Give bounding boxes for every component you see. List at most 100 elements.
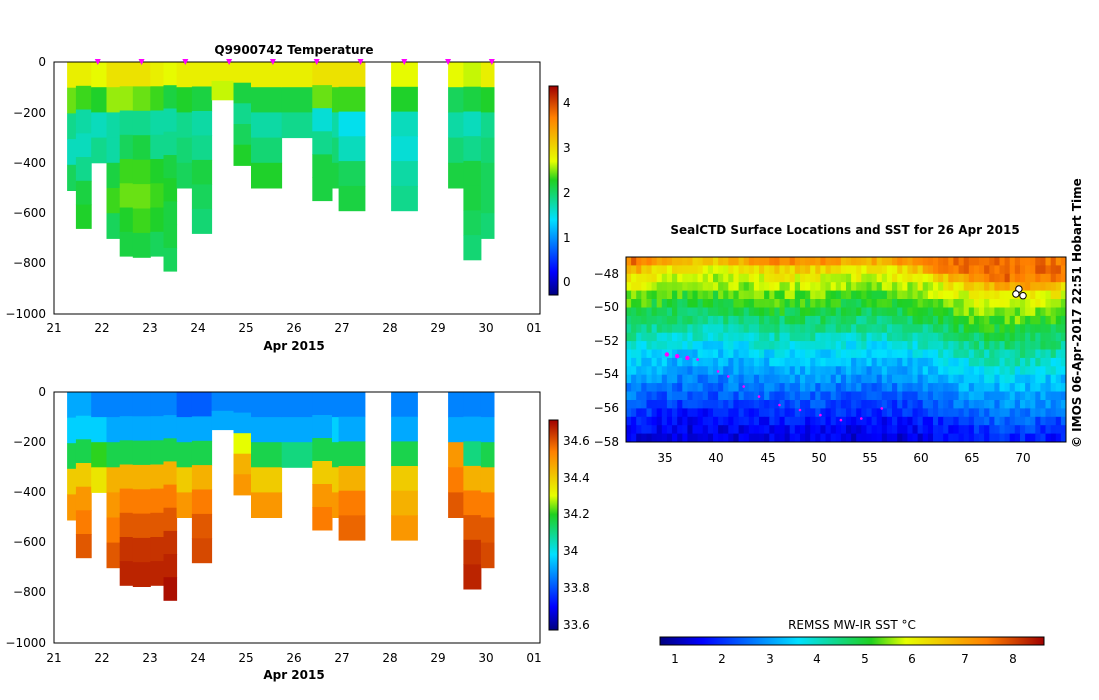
sst-cell <box>728 366 734 376</box>
sst-cell <box>892 383 898 393</box>
sst-cell <box>764 433 770 442</box>
sst-cell <box>810 366 816 376</box>
sst-cell <box>912 324 919 334</box>
sst-cell <box>846 290 852 300</box>
sst-cell <box>1050 408 1057 418</box>
sst-cell <box>830 349 837 359</box>
sst-cell <box>1055 349 1062 359</box>
sst-cell <box>636 341 642 351</box>
sst-cell <box>738 332 745 342</box>
sst-cell <box>994 324 1001 334</box>
lat-tick-label: −52 <box>594 334 619 348</box>
sst-cell <box>938 282 944 292</box>
sst-cell <box>1014 416 1021 426</box>
sst-cell <box>656 400 663 409</box>
sst-cell <box>948 383 954 393</box>
sst-cell <box>902 273 908 283</box>
sst-cell <box>1060 374 1066 384</box>
sst-cell <box>1045 374 1052 384</box>
sst-cell <box>759 400 765 409</box>
sst-cell <box>800 341 806 351</box>
lon-tick-label: 70 <box>1015 451 1030 465</box>
sst-cell <box>1060 400 1066 409</box>
profile-cell <box>150 512 164 538</box>
sst-cell <box>774 408 781 418</box>
sst-cell <box>1060 408 1066 418</box>
sst-cell <box>794 299 801 308</box>
sst-cell <box>723 290 729 300</box>
sst-cell <box>651 366 658 376</box>
sst-cell <box>677 282 683 292</box>
sst-cell <box>1045 332 1052 342</box>
profile-cell <box>191 416 213 442</box>
sst-cell <box>702 425 709 435</box>
sst-cell <box>840 366 847 376</box>
profile-cell <box>338 392 366 418</box>
sst-cell <box>897 416 903 426</box>
sst-cell <box>626 433 632 442</box>
sst-cell <box>1014 433 1021 442</box>
sst-cell <box>861 383 867 393</box>
sst-cell <box>922 383 929 393</box>
sst-cell <box>753 257 760 266</box>
sst-cell <box>815 425 821 435</box>
sst-cell <box>979 290 985 300</box>
sst-cell <box>631 366 637 376</box>
sst-cell <box>973 425 980 435</box>
sst-cell <box>830 332 837 342</box>
sst-cell <box>820 265 827 275</box>
sst-cell <box>672 366 678 376</box>
sst-cell <box>871 307 878 317</box>
sst-cell <box>907 324 914 334</box>
profile-cell <box>163 131 178 156</box>
sst-cell <box>938 416 944 426</box>
sst-cell <box>927 357 934 367</box>
profile-cell <box>150 207 164 233</box>
sst-cell <box>973 307 980 317</box>
sst-cell <box>759 332 765 342</box>
sst-cell <box>1035 349 1041 359</box>
sst-cell <box>774 315 781 325</box>
seal-track-point <box>778 403 781 407</box>
sst-cell <box>1060 265 1066 275</box>
sst-cell <box>948 341 954 351</box>
sst-cell <box>1025 273 1031 283</box>
sst-cell <box>943 400 949 409</box>
sst-cell <box>733 391 740 401</box>
sst-cell <box>1035 307 1041 317</box>
sst-cell <box>774 257 781 266</box>
sst-cell <box>1025 290 1031 300</box>
sst-cell <box>784 357 791 367</box>
sst-cell <box>794 307 801 317</box>
sst-cell <box>1050 273 1057 283</box>
sst-cell <box>1014 383 1021 393</box>
sst-cell <box>1004 257 1011 266</box>
profile-cell <box>119 537 134 562</box>
sst-cell <box>830 265 837 275</box>
profile-cell <box>191 111 213 136</box>
sst-cell <box>948 315 954 325</box>
sst-cell <box>815 341 821 351</box>
sst-cell <box>661 391 668 401</box>
profile-cell <box>391 441 418 467</box>
sst-cell <box>718 315 724 325</box>
sst-cell <box>718 383 724 393</box>
sst-cell <box>994 391 1001 401</box>
sst-cell <box>933 357 939 367</box>
sst-cell <box>948 273 954 283</box>
sst-cell <box>1035 374 1041 384</box>
profile-cell <box>233 412 252 434</box>
sst-cell <box>753 299 760 308</box>
sst-cell <box>1040 400 1047 409</box>
sst-cell <box>1030 374 1036 384</box>
sst-cell <box>922 265 929 275</box>
profile-cell <box>211 62 234 82</box>
sst-cell <box>917 299 924 308</box>
sst-cell <box>626 332 632 342</box>
sst-cell <box>661 332 668 342</box>
sst-cell <box>999 282 1006 292</box>
sst-cell <box>927 332 934 342</box>
profile-cell <box>150 440 164 465</box>
sst-cell <box>973 290 980 300</box>
sst-cell <box>646 257 653 266</box>
